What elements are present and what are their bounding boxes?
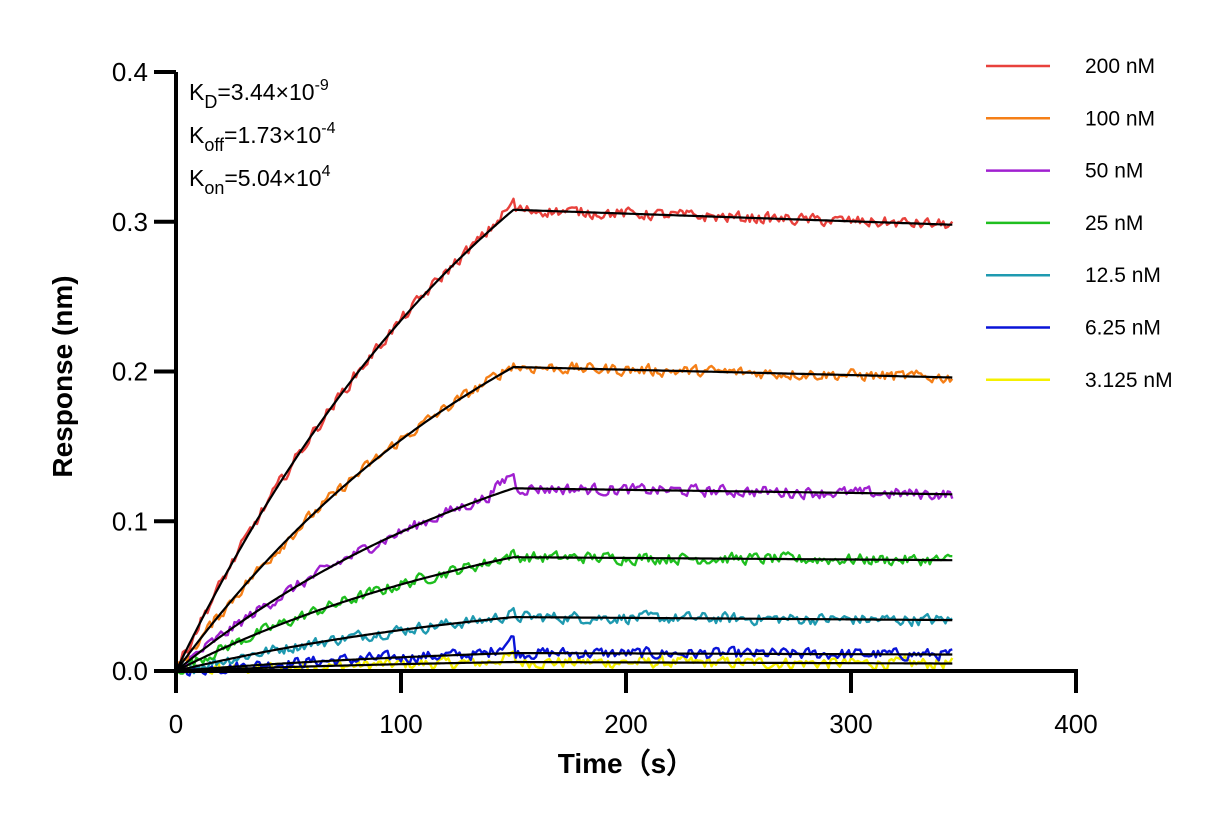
x-tick-label: 0 bbox=[169, 709, 183, 739]
fit-curves bbox=[175, 208, 953, 673]
legend-label: 50 nM bbox=[1085, 160, 1143, 183]
x-tick-label: 300 bbox=[829, 709, 872, 739]
fit-curve-3 bbox=[175, 487, 953, 672]
series-line-12-5-nM bbox=[175, 607, 953, 675]
x-tick-label: 400 bbox=[1054, 709, 1097, 739]
fit-curve-5 bbox=[175, 616, 953, 673]
legend-label: 25 nM bbox=[1085, 212, 1143, 235]
x-tick-label: 100 bbox=[379, 709, 422, 739]
legend: 200 nM 100 nM 50 nM 25 nM 12.5 nM 6.25 nM 3.12… bbox=[986, 55, 1173, 392]
legend-label: 200 nM bbox=[1085, 55, 1155, 78]
fit-curve-4 bbox=[175, 556, 953, 672]
y-tick-label: 0.0 bbox=[112, 656, 148, 686]
fit-curve-1 bbox=[175, 208, 953, 672]
legend-label: 6.25 nM bbox=[1085, 317, 1161, 340]
kinetics-on: Kon=5.04×104 bbox=[189, 163, 331, 198]
y-tick-label: 0.4 bbox=[112, 57, 148, 87]
fit-curve-7 bbox=[175, 660, 953, 673]
y-axis-title: Response (nm) bbox=[47, 275, 78, 477]
kinetics-off: Koff=1.73×10-4 bbox=[189, 120, 336, 155]
axes: 0.0 0.1 0.2 0.3 0.4 0 100 200 300 400 Time（s） Respo… bbox=[47, 57, 1098, 779]
x-axis-title: Time（s） bbox=[558, 747, 694, 779]
fit-curve-6 bbox=[175, 651, 953, 673]
fit-curve-2 bbox=[175, 365, 953, 672]
kinetics-annotation: KD=3.44×10-9 Koff=1.73×10-4 Kon=5.04×104 bbox=[189, 77, 336, 198]
series-line-50-nM bbox=[175, 473, 954, 674]
legend-label: 3.125 nM bbox=[1085, 369, 1173, 392]
legend-label: 100 nM bbox=[1085, 107, 1155, 130]
legend-label: 12.5 nM bbox=[1085, 264, 1161, 287]
y-tick-label: 0.3 bbox=[112, 207, 148, 237]
series-lines bbox=[174, 197, 954, 677]
y-tick-label: 0.2 bbox=[112, 357, 148, 387]
y-tick-label: 0.1 bbox=[112, 506, 148, 536]
x-tick-label: 200 bbox=[604, 709, 647, 739]
kinetics-d: KD=3.44×10-9 bbox=[189, 77, 329, 112]
series-line-200-nM bbox=[174, 197, 954, 674]
